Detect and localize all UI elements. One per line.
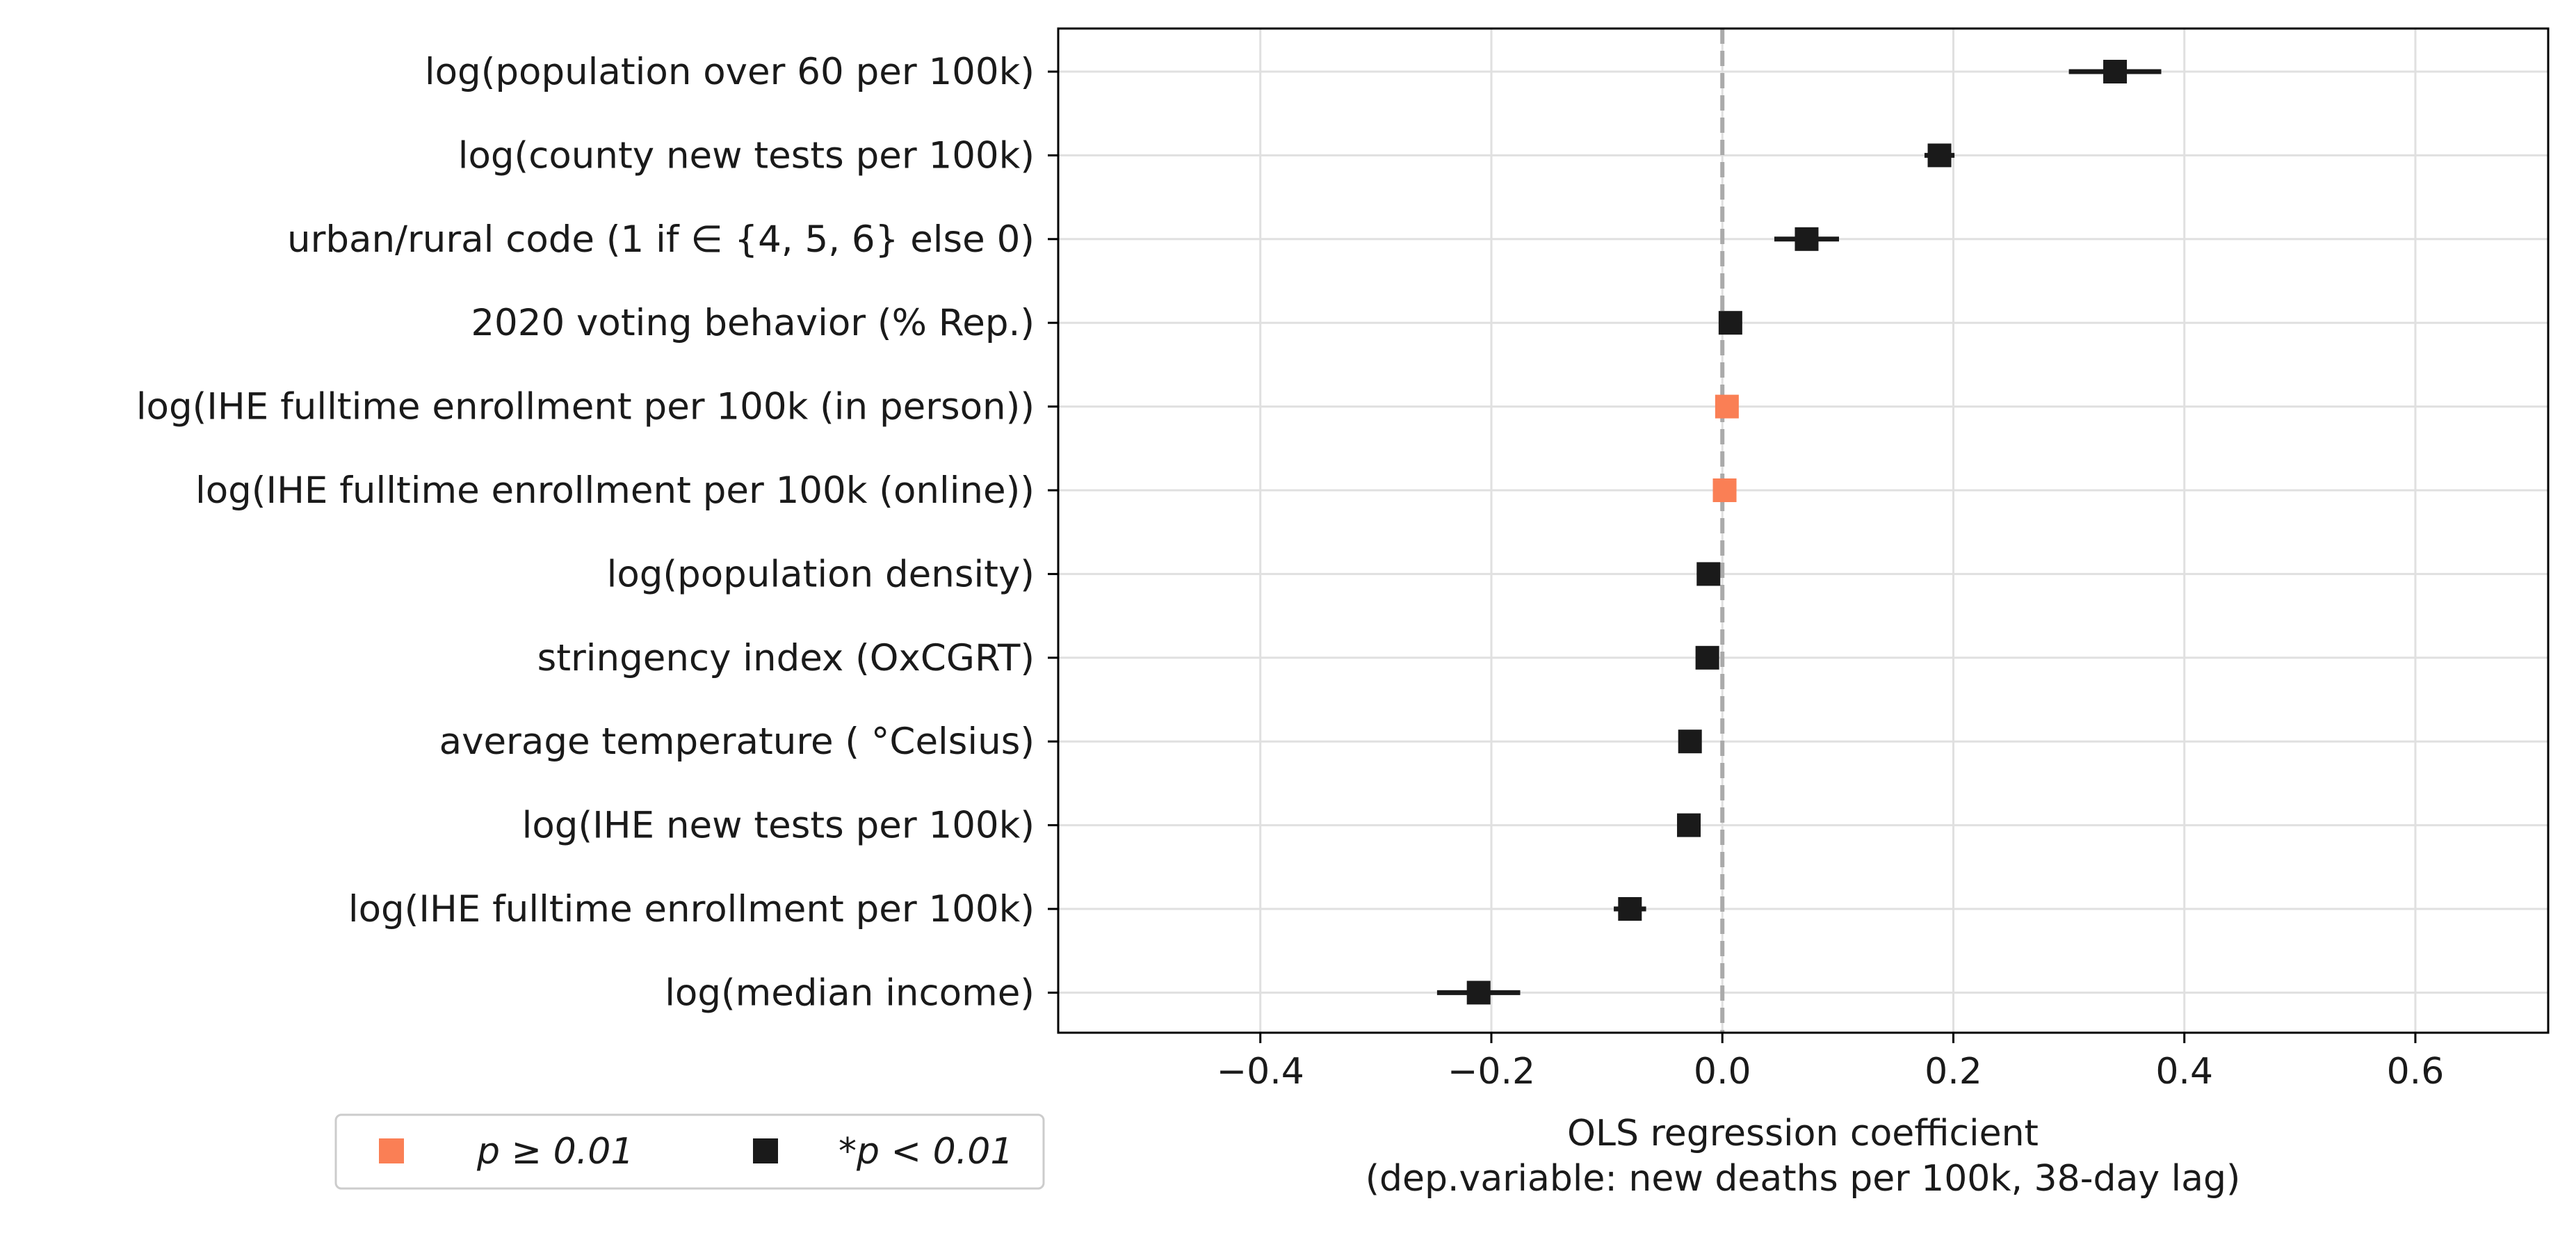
- coefficient-marker: [1678, 730, 1702, 754]
- coefficient-marker: [1466, 981, 1491, 1005]
- coefficient-marker: [1795, 227, 1819, 251]
- coefficient-points: [1436, 60, 2162, 1005]
- coefficient-marker: [1695, 645, 1719, 670]
- coefficient-marker: [1718, 311, 1742, 335]
- x-tick-label: 0.6: [2387, 1051, 2445, 1093]
- x-tick-label: 0.4: [2155, 1051, 2213, 1093]
- legend: p ≥ 0.01 *p < 0.01: [334, 1113, 1045, 1190]
- y-tick-label: log(IHE fulltime enrollment per 100k): [348, 888, 1035, 930]
- plot-frame: [1057, 27, 2550, 1034]
- y-tick-label: log(county new tests per 100k): [458, 134, 1035, 177]
- coefficient-marker: [1712, 478, 1737, 502]
- y-tick-label: urban/rural code (1 if ∈ {4, 5, 6} else …: [287, 218, 1035, 261]
- y-tick-label: 2020 voting behavior (% Rep.): [471, 302, 1035, 344]
- x-axis-subtitle: (dep.variable: new deaths per 100k, 38-d…: [1366, 1158, 2241, 1200]
- y-tick-label: log(IHE fulltime enrollment per 100k (on…: [195, 469, 1035, 512]
- y-tick-label: log(population density): [607, 553, 1035, 595]
- coefficient-marker: [2103, 60, 2128, 83]
- legend-swatch-significant: [753, 1138, 778, 1163]
- x-axis-ticks: −0.4 −0.2 0.0 0.2 0.4 0.6: [1217, 1033, 2445, 1093]
- legend-swatch-not-significant: [379, 1138, 404, 1163]
- y-tick-label: average temperature ( °Celsius): [439, 720, 1035, 763]
- x-tick-label: 0.2: [1925, 1051, 1982, 1093]
- legend-label-not-significant: p ≥ 0.01: [476, 1131, 633, 1172]
- x-axis-title: OLS regression coefficient: [1567, 1113, 2039, 1154]
- coefficient-marker: [1696, 562, 1721, 586]
- y-tick-label: log(IHE fulltime enrollment per 100k (in…: [136, 386, 1035, 428]
- legend-frame: [334, 1113, 1045, 1190]
- x-tick-label: 0.0: [1694, 1051, 1751, 1093]
- coefficient-marker: [1715, 394, 1739, 419]
- y-axis-labels: log(population over 60 per 100k) log(coun…: [136, 51, 1058, 1014]
- grid: [1058, 29, 2548, 1033]
- x-tick-label: −0.2: [1448, 1051, 1535, 1093]
- coefficient-marker: [1927, 143, 1952, 168]
- y-tick-label: stringency index (OxCGRT): [537, 637, 1035, 679]
- coefficient-marker: [1677, 813, 1701, 837]
- coefficient-marker: [1618, 897, 1642, 921]
- x-tick-label: −0.4: [1217, 1051, 1304, 1093]
- legend-label-significant: *p < 0.01: [839, 1131, 1013, 1172]
- y-tick-label: log(population over 60 per 100k): [425, 51, 1035, 93]
- y-tick-label: log(IHE new tests per 100k): [522, 805, 1035, 847]
- y-tick-label: log(median income): [665, 972, 1035, 1014]
